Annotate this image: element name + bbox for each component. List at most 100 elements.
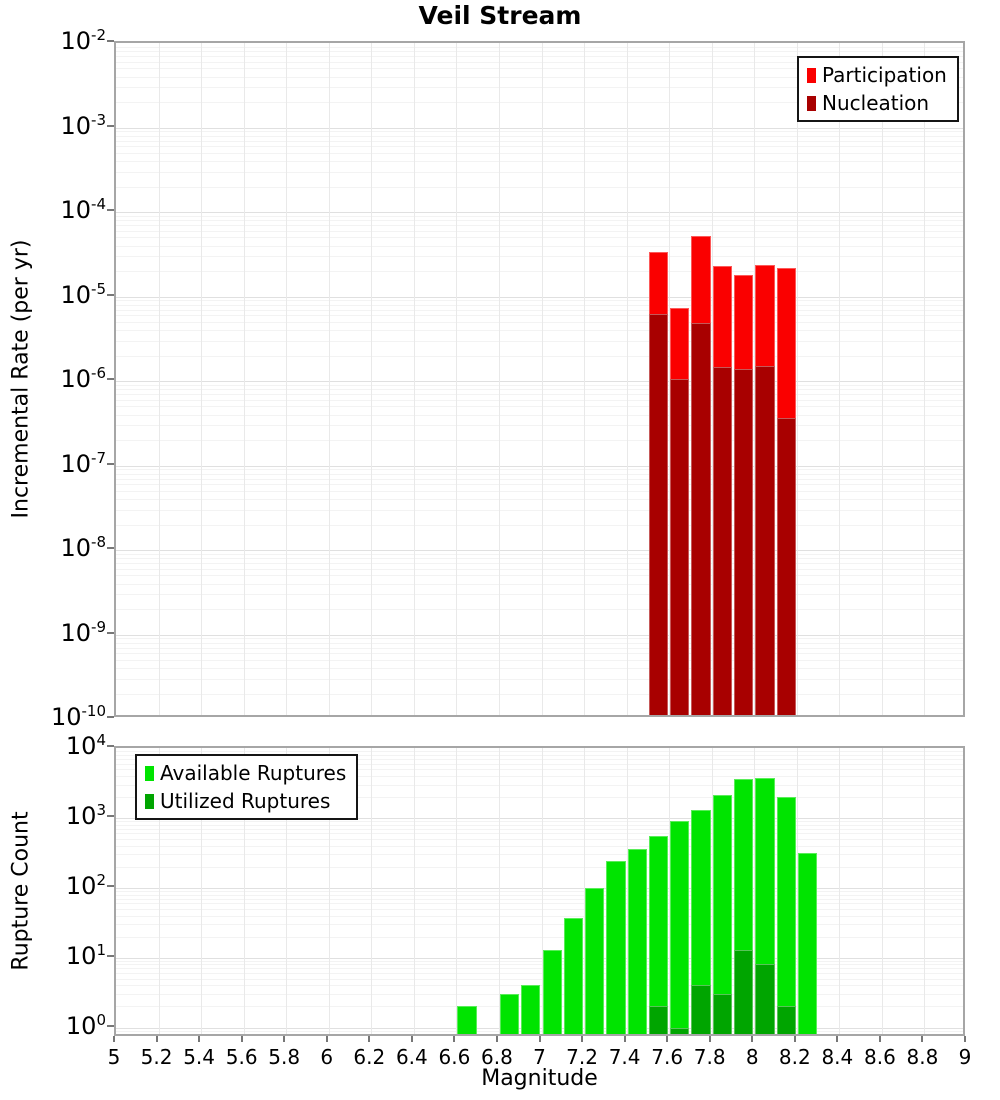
major-gridline (116, 296, 963, 298)
minor-gridline (116, 575, 963, 577)
x-axis-tick (155, 1036, 158, 1042)
minor-gridline (116, 399, 963, 401)
minor-gridline (116, 894, 963, 896)
available-ruptures-bar (776, 796, 796, 1034)
minor-gridline (116, 171, 963, 173)
major-gridline (116, 381, 963, 382)
vertical-gridline (669, 43, 671, 715)
minor-gridline (116, 46, 963, 48)
minor-gridline (116, 524, 963, 526)
available-ruptures-bar (521, 985, 541, 1034)
minor-gridline (116, 87, 963, 89)
vertical-gridline (754, 748, 756, 1034)
minor-gridline (116, 960, 963, 962)
y-tick-label: 10-6 (60, 364, 106, 393)
vertical-gridline (498, 43, 500, 715)
magnitude-axis-title: Magnitude (481, 1066, 598, 1091)
x-tick-label: 6.2 (353, 1045, 386, 1069)
minor-gridline (116, 146, 963, 148)
nucleation-bar (648, 314, 669, 715)
minor-gridline (116, 102, 963, 104)
minor-gridline (116, 484, 963, 486)
vertical-gridline (371, 43, 373, 715)
vertical-gridline (796, 43, 798, 715)
available-ruptures-bar (585, 887, 605, 1034)
count-plot-area (114, 746, 965, 1036)
vertical-gridline (413, 43, 415, 715)
y-tick-label: 10-8 (60, 533, 106, 562)
utilized-ruptures-legend-label: Utilized Ruptures (160, 789, 331, 813)
minor-gridline (116, 473, 963, 475)
x-tick-label: 6.4 (395, 1045, 428, 1069)
vertical-gridline (881, 748, 883, 1034)
minor-gridline (116, 131, 963, 133)
minor-gridline (116, 499, 963, 501)
major-gridline (116, 465, 963, 467)
minor-gridline (116, 668, 963, 670)
major-gridline (116, 550, 963, 551)
y-tick-label: 10-7 (60, 448, 106, 478)
nucleation-bar (691, 322, 711, 715)
minor-gridline (116, 215, 963, 217)
y-axis-tick (107, 1024, 114, 1027)
minor-gridline (116, 638, 963, 640)
nucleation-bar (755, 366, 775, 715)
minor-gridline (116, 898, 963, 900)
vertical-gridline (626, 748, 628, 1034)
minor-gridline (116, 61, 963, 63)
minor-gridline (116, 186, 963, 188)
utilized-ruptures-bar (755, 964, 775, 1034)
y-axis-tick (107, 716, 114, 718)
minor-gridline (116, 751, 963, 753)
minor-gridline (116, 821, 963, 823)
x-tick-label: 7.6 (651, 1045, 684, 1069)
x-tick-label: 5.8 (268, 1045, 301, 1069)
minor-gridline (116, 653, 963, 655)
vertical-gridline (881, 43, 883, 715)
x-axis-tick (538, 1036, 541, 1042)
minor-gridline (116, 440, 963, 442)
x-tick-label: 7.8 (693, 1045, 726, 1069)
vertical-gridline (498, 748, 500, 1034)
minor-gridline (116, 866, 963, 868)
participation-swatch-icon (807, 67, 816, 83)
vertical-gridline (201, 748, 203, 1034)
vertical-gridline (669, 748, 671, 1034)
y-tick-label: 10-5 (60, 279, 106, 309)
rate-plot-area (114, 41, 965, 717)
minor-gridline (116, 769, 963, 771)
x-axis-tick (495, 1036, 498, 1042)
minor-gridline (116, 56, 963, 58)
y-axis-tick (107, 954, 114, 957)
available-ruptures-bar (797, 853, 818, 1034)
legend-item-utilized-ruptures: Utilized Ruptures (145, 789, 346, 813)
chart-title: Veil Stream (418, 1, 582, 30)
minor-gridline (116, 135, 963, 137)
x-tick-label: 5.2 (140, 1045, 173, 1069)
minor-gridline (116, 968, 963, 970)
x-axis-tick (581, 1036, 584, 1042)
utilized-ruptures-swatch-icon (145, 793, 154, 809)
major-gridline (116, 887, 963, 889)
minor-gridline (116, 758, 963, 760)
x-axis-tick (453, 1036, 456, 1042)
minor-gridline (116, 659, 963, 661)
minor-gridline (116, 915, 963, 917)
y-axis-tick (107, 378, 114, 380)
x-axis-tick (921, 1036, 924, 1042)
utilized-ruptures-bar (670, 1027, 690, 1034)
vertical-gridline (711, 43, 713, 715)
y-tick-label: 101 (65, 940, 106, 970)
x-tick-label: 8 (745, 1045, 759, 1069)
minor-gridline (116, 890, 963, 892)
minor-gridline (116, 394, 963, 396)
minor-gridline (116, 389, 963, 391)
legend-item-nucleation: Nucleation (807, 91, 947, 115)
major-gridline (116, 212, 963, 213)
x-tick-label: 5 (107, 1045, 121, 1069)
x-axis-tick (623, 1036, 626, 1042)
utilized-ruptures-bar (648, 1006, 669, 1034)
vertical-gridline (584, 748, 586, 1034)
vertical-gridline (201, 43, 203, 715)
